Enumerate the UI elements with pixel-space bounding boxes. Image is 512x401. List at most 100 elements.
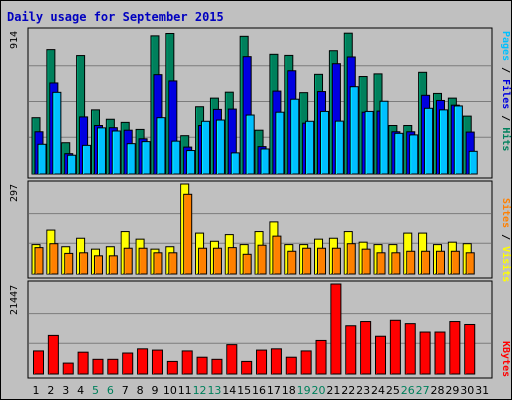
bar-kbytes <box>256 349 268 375</box>
day-label: 15 <box>237 384 251 397</box>
day-label: 7 <box>122 384 129 397</box>
bar-kbytes <box>33 350 44 375</box>
bar-kbytes <box>345 325 357 375</box>
bar-pages <box>230 152 240 175</box>
bar-pages <box>245 114 255 175</box>
bar-kbytes <box>226 344 238 375</box>
bar-sites <box>123 247 133 275</box>
bar-kbytes <box>419 331 431 375</box>
chart-title: Daily usage for September 2015 <box>7 10 224 24</box>
bar-pages <box>186 150 196 175</box>
bar-sites <box>361 248 371 275</box>
bar-kbytes <box>122 352 134 375</box>
legend-visits: Visits <box>500 246 512 282</box>
bar-pages <box>126 143 136 175</box>
bar-pages <box>438 109 448 175</box>
bar-sites <box>435 250 445 275</box>
day-label: 31 <box>475 384 489 397</box>
bar-kbytes <box>181 350 193 375</box>
day-label: 28 <box>430 384 444 397</box>
bar-sites <box>331 247 341 275</box>
bar-kbytes <box>270 348 282 375</box>
bar-kbytes <box>389 319 401 375</box>
bar-pages <box>379 100 389 175</box>
bar-kbytes <box>300 350 312 375</box>
bar-kbytes <box>196 356 208 375</box>
bar-kbytes <box>330 283 342 375</box>
bar-pages <box>82 144 92 175</box>
bar-sites <box>212 247 222 275</box>
bar-sites <box>421 250 431 275</box>
bar-kbytes <box>285 356 297 375</box>
kbytes-legend: KBytes <box>500 341 511 377</box>
bar-sites <box>257 244 267 275</box>
day-label: 23 <box>356 384 370 397</box>
bar-sites <box>93 255 103 275</box>
bar-kbytes <box>151 349 163 375</box>
bar-pages <box>111 130 121 175</box>
bar-sites <box>346 243 356 275</box>
bar-pages <box>334 120 344 175</box>
bar-sites <box>49 243 59 275</box>
bar-sites <box>272 235 282 275</box>
day-label: 17 <box>267 384 281 397</box>
hits-legend: Pages / Files / Hits <box>500 31 512 151</box>
bar-kbytes <box>47 334 59 375</box>
bar-pages <box>215 119 225 175</box>
bar-kbytes <box>375 335 387 375</box>
bar-sites <box>168 252 178 275</box>
day-label: 29 <box>445 384 459 397</box>
day-label: 14 <box>222 384 236 397</box>
bar-pages <box>156 117 166 175</box>
day-label: 9 <box>151 384 158 397</box>
bar-kbytes <box>404 323 416 375</box>
day-label: 11 <box>178 384 192 397</box>
bar-pages <box>290 98 300 175</box>
bar-pages <box>468 150 478 175</box>
bar-sites <box>34 247 44 275</box>
bar-sites <box>108 255 118 275</box>
bar-kbytes <box>360 321 372 375</box>
bar-sites <box>64 252 74 275</box>
bar-kbytes <box>449 321 461 375</box>
bar-pages <box>394 132 404 175</box>
bar-kbytes <box>464 323 476 375</box>
bar-sites <box>406 250 416 275</box>
bar-sites <box>227 247 237 275</box>
day-label: 6 <box>107 384 114 397</box>
day-label: 3 <box>62 384 69 397</box>
day-label: 12 <box>193 384 207 397</box>
bar-sites <box>79 252 89 275</box>
bar-kbytes <box>315 339 327 375</box>
bar-sites <box>198 247 208 275</box>
day-label: 4 <box>77 384 84 397</box>
legend-files: Files <box>500 79 512 109</box>
bar-pages <box>424 107 434 175</box>
bar-pages <box>305 120 315 175</box>
bar-pages <box>349 86 359 175</box>
bar-sites <box>376 252 386 275</box>
day-label: 20 <box>312 384 326 397</box>
day-label: 22 <box>341 384 355 397</box>
bar-sites <box>450 250 460 275</box>
day-label: 19 <box>297 384 311 397</box>
day-label: 18 <box>282 384 296 397</box>
bar-sites <box>465 252 475 275</box>
bar-pages <box>201 120 211 175</box>
bar-pages <box>409 134 419 175</box>
day-axis-labels: 1 2 3 4 5 6 7 8 9 10 11 12 13 14 15 16 17 18 19 20 21 22 23 24 2… <box>33 384 490 397</box>
bar-pages <box>141 141 151 175</box>
bar-sites <box>302 247 312 275</box>
legend-kbytes: KBytes <box>500 341 511 377</box>
bar-kbytes <box>241 360 253 375</box>
day-label: 13 <box>207 384 221 397</box>
bar-kbytes <box>166 360 178 375</box>
kbytes-max-label: 21447 <box>9 285 20 315</box>
bar-sites <box>287 250 297 275</box>
visits-legend: Sites / Visits <box>500 198 512 282</box>
bar-kbytes <box>62 362 74 375</box>
bar-pages <box>37 143 47 175</box>
bar-pages <box>52 91 62 175</box>
day-label: 2 <box>47 384 54 397</box>
